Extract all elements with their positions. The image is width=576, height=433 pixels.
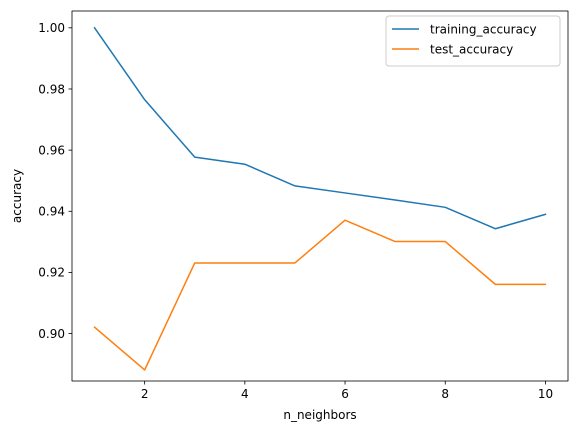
x-tick-label: 2 (141, 387, 149, 401)
y-tick-label: 0.98 (38, 82, 65, 96)
x-tick-label: 6 (341, 387, 349, 401)
x-tick-label: 8 (441, 387, 449, 401)
legend-box (385, 15, 561, 67)
y-tick-label: 1.00 (38, 21, 65, 35)
legend-label-training_accuracy: training_accuracy (430, 22, 537, 36)
x-axis-label: n_neighbors (283, 408, 356, 422)
legend-label-test_accuracy: test_accuracy (430, 42, 513, 56)
y-tick-label: 0.94 (38, 205, 65, 219)
legend: training_accuracy test_accuracy (385, 15, 561, 67)
series-layer (93, 26, 547, 371)
y-axis-label: accuracy (10, 169, 24, 223)
plot-frame (71, 10, 569, 382)
y-tick-label: 0.90 (38, 327, 65, 341)
y-tick-label: 0.96 (38, 143, 65, 157)
x-tick-label: 10 (538, 387, 553, 401)
series-line-test_accuracy (93, 219, 547, 371)
x-axis-ticks: 2 4 6 8 10 (141, 381, 553, 401)
y-axis-ticks: 0.90 0.92 0.94 0.96 0.98 1.00 (38, 21, 72, 341)
y-tick-label: 0.92 (38, 266, 65, 280)
series-line-training_accuracy (93, 26, 547, 230)
x-tick-label: 4 (241, 387, 249, 401)
